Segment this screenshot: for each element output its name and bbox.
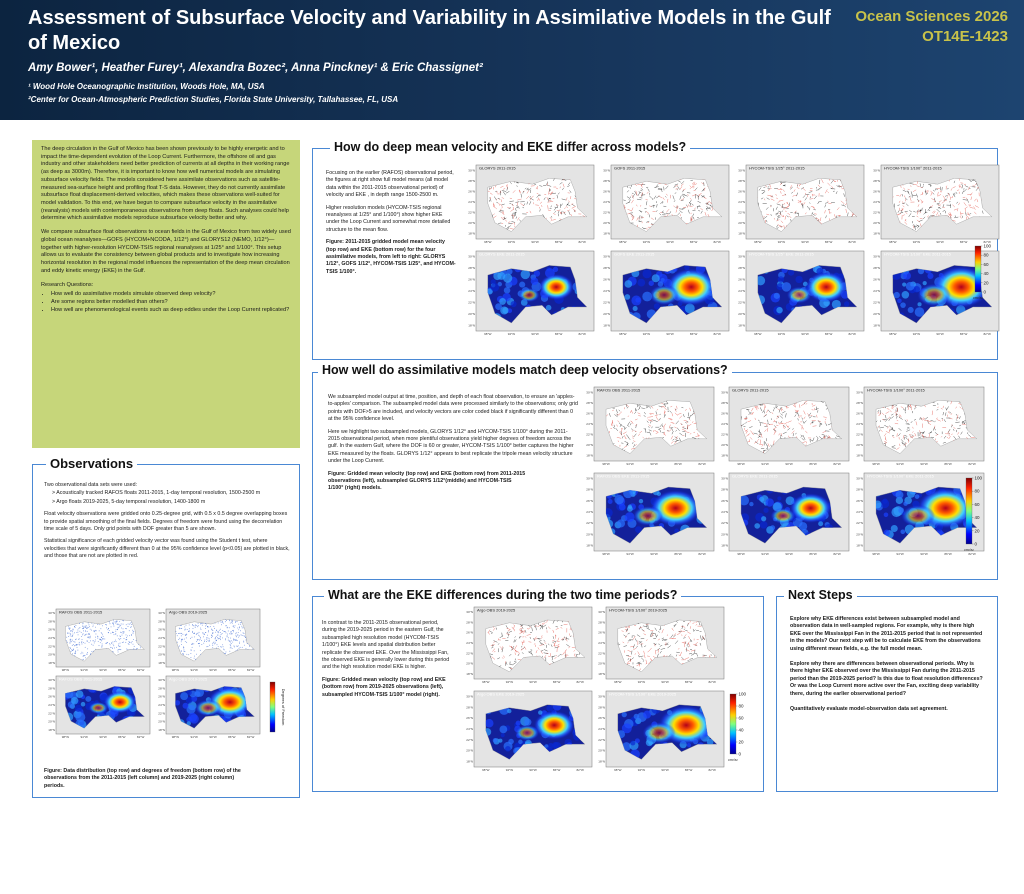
paragraph: In contrast to the 2011-2015 observation…: [322, 620, 450, 671]
paragraph: Statistical significance of each gridded…: [44, 538, 290, 560]
paragraph: We subsampled model output at time, posi…: [328, 394, 578, 423]
periods-text: In contrast to the 2011-2015 observation…: [322, 620, 452, 704]
dataset: > Argo floats 2019-2025, 5-day temporal …: [52, 498, 206, 505]
caption: Figure: 2011-2015 gridded model mean vel…: [326, 239, 456, 275]
header: Assessment of Subsurface Velocity and Va…: [0, 0, 1024, 120]
next-steps-panel: [776, 596, 998, 792]
next-steps-text: Explore why EKE differences exist betwee…: [790, 616, 986, 718]
next-step: Explore why there are differences betwee…: [790, 661, 983, 697]
caption: Figure: Data distribution (top row) and …: [44, 768, 241, 789]
paragraph: Focusing on the earlier (RAFOS) observat…: [326, 170, 454, 199]
paragraph: Two observational data sets were used:: [44, 482, 138, 488]
next-step: Quantitatively evaluate model-observatio…: [790, 706, 948, 713]
next-step: Explore why EKE differences exist betwee…: [790, 616, 983, 652]
paragraph: We compare subsurface float observations…: [41, 229, 291, 274]
title: Assessment of Subsurface Velocity and Va…: [28, 7, 831, 54]
question: How well do assimilative models simulate…: [51, 291, 291, 299]
intro-box: The deep circulation in the Gulf of Mexi…: [32, 140, 300, 448]
section-heading: How do deep mean velocity and EKE differ…: [330, 140, 691, 154]
observations-text: Two observational data sets were used: >…: [44, 482, 290, 566]
section-heading: Observations: [46, 456, 138, 471]
caption: Figure: Gridded mean velocity (top row) …: [322, 676, 446, 698]
caption: Figure: Gridded mean velocity (top row) …: [328, 470, 526, 492]
section-heading: Next Steps: [784, 588, 857, 602]
dataset: > Acoustically tracked RAFOS floats 2011…: [52, 490, 261, 497]
section-heading: What are the EKE differences during the …: [324, 588, 682, 602]
models-text: Focusing on the earlier (RAFOS) observat…: [326, 170, 456, 281]
comparison-text: We subsampled model output at time, posi…: [328, 394, 578, 498]
paragraph: Here we highlight two subsampled models,…: [328, 428, 574, 465]
question: How well are phenomenological events suc…: [51, 307, 291, 315]
question: Are some regions better modelled than ot…: [51, 299, 291, 307]
questions: How well do assimilative models simulate…: [41, 291, 291, 314]
paragraph: Float velocity observations were gridded…: [44, 511, 288, 533]
section-heading: How well do assimilative models match de…: [318, 363, 732, 377]
paragraph: Higher resolution models (HYCOM-TSIS reg…: [326, 204, 451, 233]
authors: Amy Bower¹, Heather Furey¹, Alexandra Bo…: [28, 62, 483, 74]
paragraph: The deep circulation in the Gulf of Mexi…: [41, 146, 290, 222]
affiliation: ¹ Wood Hole Oceanographic Institution, W…: [28, 82, 265, 91]
conference: Ocean Sciences 2026: [855, 8, 1008, 25]
questions-heading: Research Questions:: [41, 281, 94, 288]
session: OT14E-1423: [922, 28, 1008, 45]
affiliation: ²Center for Ocean-Atmospheric Prediction…: [28, 95, 399, 104]
observations-panel: [32, 464, 300, 798]
